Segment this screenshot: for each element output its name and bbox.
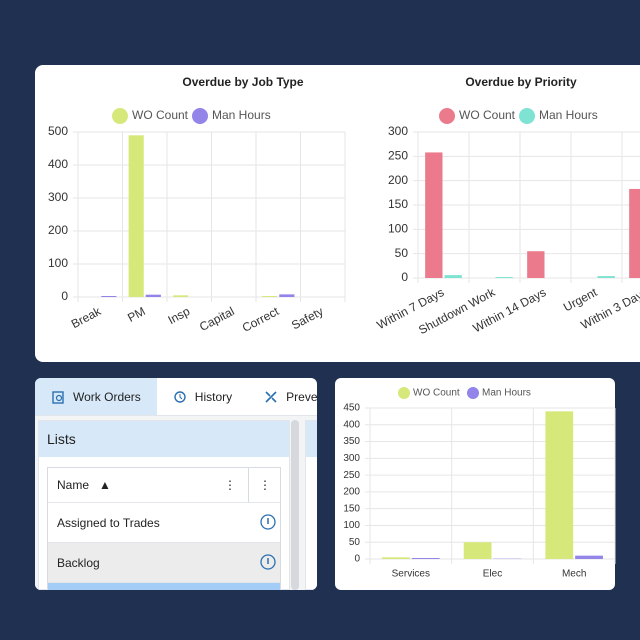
legend-swatch <box>467 387 479 399</box>
bar <box>545 411 574 559</box>
legend-label: WO Count <box>459 108 516 122</box>
bar <box>101 296 117 297</box>
y-tick-label: 200 <box>343 487 360 498</box>
y-tick-label: 100 <box>388 222 408 236</box>
info-icon[interactable] <box>260 514 276 530</box>
x-tick-label: Services <box>392 569 430 580</box>
y-tick-label: 50 <box>349 537 361 548</box>
column-label: Name <box>57 478 90 492</box>
y-tick-label: 250 <box>343 470 360 481</box>
tab-label: Preventive <box>286 389 317 404</box>
info-icon[interactable] <box>260 554 276 570</box>
card <box>35 65 640 362</box>
bar <box>128 135 144 297</box>
bar <box>411 557 440 559</box>
tab-bar: Work Orders History Preventive <box>35 378 317 416</box>
chart-title: Overdue by Priority <box>465 75 577 89</box>
y-tick-label: 150 <box>388 197 408 211</box>
icon <box>174 390 186 403</box>
y-tick-label: 150 <box>343 503 360 514</box>
sort-indicator: ▲ <box>99 478 111 492</box>
y-tick-label: 100 <box>48 256 68 270</box>
y-tick-label: 250 <box>388 149 408 163</box>
y-tick-label: 0 <box>61 289 68 303</box>
y-tick-label: 100 <box>343 520 360 531</box>
icon <box>265 390 277 403</box>
bar <box>173 295 189 297</box>
scrollbar[interactable] <box>291 420 299 590</box>
lists-panel: Lists Name ▲ ⋮ ⋮ Assigned to Trades Back… <box>38 420 290 590</box>
card <box>335 378 615 590</box>
legend-label: WO Count <box>413 388 460 399</box>
lists-table: Name ▲ ⋮ ⋮ Assigned to Trades Backlog <box>47 467 281 590</box>
y-tick-label: 0 <box>354 554 360 565</box>
lists-title: Lists <box>39 421 289 457</box>
x-tick-label: Mech <box>562 569 586 580</box>
work-orders-panel: Work Orders History Preventive Lists Nam… <box>35 378 317 590</box>
menu-icon[interactable]: ⋮ <box>248 468 281 502</box>
legend-label: Man Hours <box>482 388 531 399</box>
chart-title: Overdue by Job Type <box>182 75 303 89</box>
bar <box>444 275 462 278</box>
y-tick-label: 400 <box>48 157 68 171</box>
tab[interactable]: Work Orders <box>35 378 157 415</box>
tab[interactable]: History <box>157 378 248 415</box>
y-tick-label: 500 <box>48 124 68 138</box>
tab-label: History <box>194 389 233 404</box>
bar <box>145 294 161 297</box>
bar <box>425 152 443 278</box>
legend-swatch <box>398 387 410 399</box>
bar <box>629 188 640 278</box>
bar <box>495 277 513 278</box>
icon <box>52 390 64 404</box>
bar <box>279 294 295 297</box>
legend-swatch <box>112 108 128 124</box>
y-tick-label: 50 <box>395 246 409 260</box>
y-tick-label: 0 <box>401 270 408 284</box>
y-tick-label: 300 <box>388 124 408 138</box>
list-row[interactable]: Assigned to Trades <box>48 503 280 543</box>
bar <box>463 542 492 559</box>
selected-row[interactable] <box>48 583 280 590</box>
row-label: Assigned to Trades <box>57 515 160 530</box>
legend-label: WO Count <box>132 108 189 122</box>
y-tick-label: 300 <box>343 453 360 464</box>
y-tick-label: 400 <box>343 419 360 430</box>
legend-swatch <box>519 108 535 124</box>
legend-swatch <box>439 108 455 124</box>
bar <box>597 276 615 278</box>
bar <box>575 555 603 559</box>
y-tick-label: 200 <box>48 223 68 237</box>
side-panel <box>305 420 317 590</box>
content: Lists Name ▲ ⋮ ⋮ Assigned to Trades Back… <box>35 416 317 590</box>
legend-swatch <box>192 108 208 124</box>
y-tick-label: 300 <box>48 190 68 204</box>
row-label: Backlog <box>57 555 100 570</box>
bar <box>262 296 278 297</box>
tab-label: Work Orders <box>73 389 141 404</box>
column-header[interactable]: Name ▲ ⋮ ⋮ <box>48 468 280 503</box>
legend-label: Man Hours <box>539 108 598 122</box>
list-row[interactable]: Backlog <box>48 543 280 583</box>
menu-icon[interactable]: ⋮ <box>224 478 236 492</box>
legend-label: Man Hours <box>212 108 271 122</box>
bar <box>527 251 545 278</box>
y-tick-label: 200 <box>388 173 408 187</box>
tab[interactable]: Preventive <box>248 378 317 415</box>
y-tick-label: 450 <box>343 403 360 414</box>
y-tick-label: 350 <box>343 436 360 447</box>
x-tick-label: Elec <box>483 569 502 580</box>
bar <box>382 557 410 559</box>
